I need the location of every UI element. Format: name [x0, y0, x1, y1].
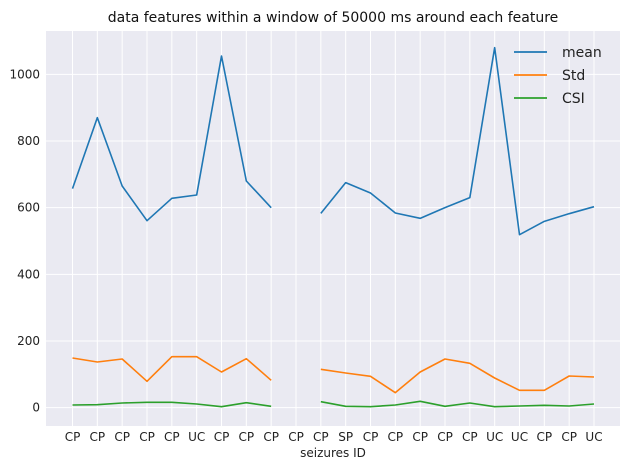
- y-tick-label: 800: [17, 134, 40, 148]
- y-tick-label: 600: [17, 201, 40, 215]
- x-tick-label: UC: [511, 430, 528, 444]
- x-tick-label: CP: [65, 430, 81, 444]
- series-layer: [71, 46, 595, 408]
- x-tick-label: CP: [90, 430, 106, 444]
- x-tick-label: CP: [462, 430, 478, 444]
- x-tick-label: CP: [437, 430, 453, 444]
- x-tick-label: CP: [239, 430, 255, 444]
- legend-label-mean: mean: [562, 45, 602, 61]
- series-line-mean: [71, 46, 595, 236]
- x-tick-label: CP: [537, 430, 553, 444]
- chart-title: data features within a window of 50000 m…: [108, 10, 559, 26]
- x-tick-label: CP: [412, 430, 428, 444]
- x-tick-label: CP: [561, 430, 577, 444]
- x-tick-label: CP: [214, 430, 230, 444]
- series-line-csi: [72, 400, 595, 408]
- x-tick-label: CP: [139, 430, 155, 444]
- grid-layer: [46, 31, 620, 426]
- x-tick-label: CP: [114, 430, 130, 444]
- legend-label-std: Std: [562, 68, 585, 84]
- x-axis-label: seizures ID: [300, 446, 366, 460]
- y-tick-label: 400: [17, 267, 40, 281]
- series-line-std: [72, 355, 595, 394]
- x-tick-label: CP: [363, 430, 379, 444]
- x-tick-label: UC: [585, 430, 602, 444]
- x-tick-label: CP: [263, 430, 279, 444]
- x-tick-label: UC: [188, 430, 205, 444]
- x-tick-label: CP: [288, 430, 304, 444]
- legend-label-csi: CSI: [562, 91, 585, 107]
- x-tick-label: CP: [313, 430, 329, 444]
- x-tick-label: CP: [388, 430, 404, 444]
- x-tick-label: UC: [486, 430, 503, 444]
- x-tick-label: CP: [164, 430, 180, 444]
- y-tick-label: 200: [17, 334, 40, 348]
- x-tick-label: SP: [338, 430, 353, 444]
- y-tick-label: 1000: [9, 67, 40, 81]
- legend: mean Std CSI: [514, 45, 602, 107]
- y-tick-label: 0: [32, 401, 40, 415]
- tick-layer: 0 200 400 600 800 1000 CP CP CP CP CP UC CP CP CP CP CP S…: [9, 67, 602, 444]
- plot-area: [46, 31, 620, 426]
